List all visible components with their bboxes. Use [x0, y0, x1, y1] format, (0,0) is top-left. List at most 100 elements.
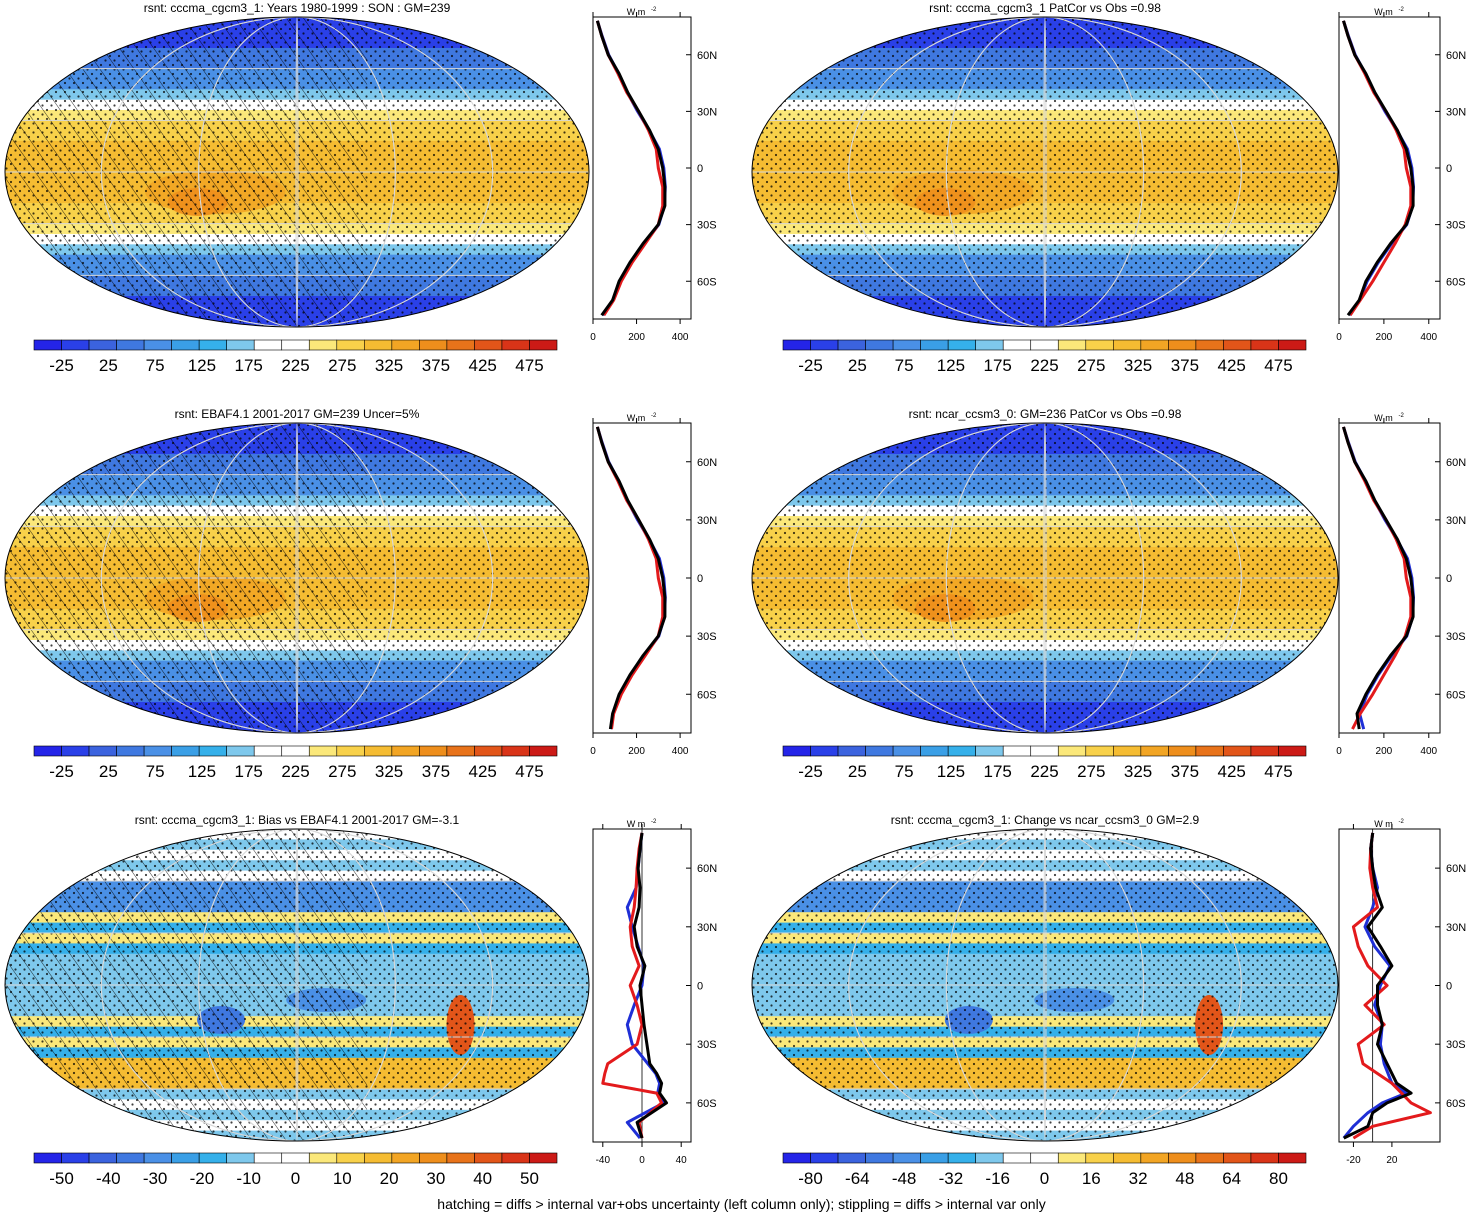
profile-unit: W m — [627, 413, 646, 423]
profile-line-obs — [1351, 832, 1432, 1140]
colorbar-cell — [364, 745, 393, 757]
colorbar-cell — [116, 1152, 145, 1164]
profile-xtick-label: 0 — [1336, 746, 1342, 757]
map-field — [752, 423, 1338, 733]
colorbar-label: -10 — [236, 1169, 261, 1188]
colorbar-label: -40 — [96, 1169, 121, 1188]
graticule-meridian — [100, 829, 494, 1141]
latitude-label: 30S — [697, 220, 717, 232]
colorbar-label: 375 — [1171, 356, 1199, 375]
latitude-label: 30S — [1446, 631, 1466, 643]
latitude-label: 0 — [697, 981, 703, 993]
latitude-label: 60S — [697, 689, 717, 701]
colorbar-cell — [281, 745, 310, 757]
colorbar-cell — [865, 1152, 894, 1164]
colorbar-cell — [1113, 1152, 1142, 1164]
map-outline — [751, 422, 1339, 734]
colorbar-cell — [529, 745, 558, 757]
panel-middle-left: rsnt: EBAF4.1 2001-2017 GM=239 Uncer=5% -… — [4, 407, 717, 781]
colorbar-label: 475 — [515, 762, 543, 781]
colorbar-cell — [116, 339, 145, 351]
colorbar-cell — [1195, 745, 1224, 757]
profile-xtick-label: 400 — [1420, 746, 1437, 757]
zonal-profile: W m -2 -20 20 60N 30N 0 30S 60S — [1338, 819, 1466, 1166]
profile-unit-sup: -2 — [1399, 819, 1405, 825]
colorbar-label: 225 — [1030, 356, 1058, 375]
colorbar-cell — [975, 339, 1004, 351]
graticule-meridian — [198, 17, 396, 327]
colorbar-label: 425 — [468, 356, 496, 375]
latitude-label: 60N — [1446, 863, 1466, 875]
profile-xtick-label: 400 — [672, 746, 689, 757]
colorbar-cell — [837, 1152, 866, 1164]
colorbar-cell — [529, 339, 558, 351]
colorbar-cell — [1057, 1152, 1087, 1164]
graticule-meridian — [945, 829, 1145, 1141]
colorbar-cell — [1278, 745, 1307, 757]
colorbar-cell — [446, 1152, 475, 1164]
latitude-label: 60S — [697, 276, 717, 288]
colorbar-cell — [61, 1152, 90, 1164]
profile-xtick-label: 200 — [628, 332, 645, 343]
colorbar-label: 125 — [937, 762, 965, 781]
graticule-meridian — [1043, 423, 1047, 733]
latitude-label: 60S — [697, 1098, 717, 1110]
colorbar-cell — [33, 339, 62, 351]
latitude-label: 30N — [1446, 106, 1466, 118]
latitude-label: 0 — [1446, 573, 1452, 585]
profile-xtick-label: 400 — [672, 332, 689, 343]
latitude-label: 30N — [1446, 515, 1466, 527]
colorbar-label: -20 — [190, 1169, 215, 1188]
colorbar-label: 125 — [188, 762, 216, 781]
latitude-label: 0 — [697, 573, 703, 585]
graticule-meridian — [1043, 829, 1047, 1141]
latitude-label: 0 — [1446, 981, 1452, 993]
colorbar-cell — [171, 1152, 200, 1164]
colorbar-cell — [226, 339, 255, 351]
profile-unit-sup: -2 — [1399, 413, 1405, 419]
colorbar-label: 225 — [281, 356, 309, 375]
latitude-label: 30S — [1446, 1039, 1466, 1051]
colorbar-label: 325 — [375, 762, 403, 781]
map-outline — [4, 828, 590, 1142]
colorbar-cell — [920, 745, 949, 757]
colorbar-cell — [1250, 339, 1279, 351]
profile-xtick-label: 0 — [1336, 332, 1342, 343]
colorbar-cell — [1223, 339, 1252, 351]
colorbar-cell — [975, 1152, 1004, 1164]
map-field — [752, 829, 1338, 1141]
colorbar-cell — [1113, 339, 1142, 351]
colorbar-cell — [253, 745, 283, 757]
panel-middle-right: rsnt: ncar_ccsm3_0: GM=236 PatCor vs Obs… — [751, 407, 1466, 781]
profile-line-other — [1342, 832, 1408, 1140]
colorbar-label: 325 — [1124, 356, 1152, 375]
profile-frame — [1338, 828, 1441, 1143]
colorbar-cell — [143, 339, 172, 351]
colorbar-cell — [1168, 745, 1197, 757]
profile-xtick-label: 40 — [676, 1155, 688, 1166]
colorbar-cell — [810, 1152, 839, 1164]
profile-unit-sup: -2 — [651, 7, 657, 13]
zonal-profile: W m -2 0 200 400 60N 30N 0 30S 60S — [590, 7, 717, 343]
colorbar-cell — [1030, 1152, 1059, 1164]
colorbar-label: 40 — [473, 1169, 492, 1188]
graticule-meridian — [945, 17, 1145, 327]
latitude-label: 60N — [697, 863, 717, 875]
colorbar-cell — [391, 1152, 420, 1164]
colorbar-cell — [810, 339, 839, 351]
profile-line-model — [632, 832, 668, 1139]
latitude-label: 60N — [1446, 457, 1466, 469]
colorbar-cell — [88, 745, 117, 757]
colorbar-label: 16 — [1082, 1169, 1101, 1188]
graticule-meridian — [295, 17, 299, 327]
colorbar-label: 275 — [328, 356, 356, 375]
footer-note: hatching = diffs > internal var+obs unce… — [437, 1196, 1046, 1212]
colorbar-label: 125 — [937, 356, 965, 375]
profile-xtick-label: 0 — [590, 332, 596, 343]
colorbar-label: 325 — [375, 356, 403, 375]
colorbar-cell — [947, 1152, 976, 1164]
colorbar-cell — [308, 339, 338, 351]
colorbar-cell — [143, 745, 172, 757]
map-outline — [751, 828, 1339, 1142]
colorbar-label: -64 — [845, 1169, 870, 1188]
